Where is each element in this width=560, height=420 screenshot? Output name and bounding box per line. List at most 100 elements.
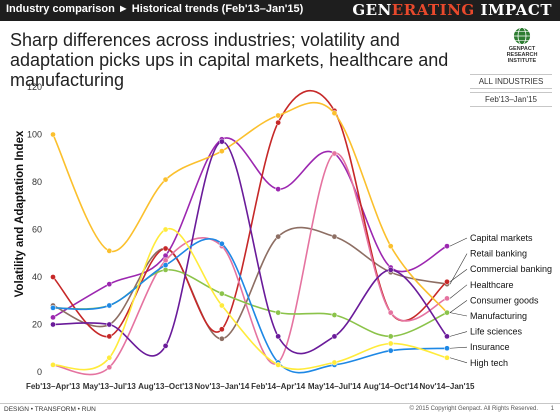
- brand-logo: GENERATING IMPACT: [352, 1, 552, 19]
- data-point-capital-markets: [50, 314, 56, 321]
- data-point-insurance: [219, 240, 225, 247]
- series-line-capital-markets: [52, 137, 448, 319]
- logo-line-3: INSTITUTE: [507, 58, 537, 64]
- data-point-consumer-goods: [219, 148, 225, 154]
- data-point-consumer-goods: [331, 110, 338, 116]
- page-number: 1: [550, 406, 554, 412]
- period-filter[interactable]: Feb'13–Jan'15: [470, 92, 552, 107]
- legend-label-commercial-banking: Commercial banking: [470, 264, 552, 274]
- legend-leader-capital-markets: [449, 237, 468, 247]
- y-tick-label: 20: [32, 320, 42, 330]
- data-point-insurance: [444, 345, 450, 352]
- data-point-consumer-goods: [106, 248, 113, 254]
- globe-icon: [513, 27, 531, 45]
- x-axis: Feb'13–Apr'13 May'13–Jul'13 Aug'13–Oct'13 N…: [26, 382, 475, 391]
- legend: Capital markets Retail banking Commercial …: [449, 233, 552, 368]
- data-point-insurance: [106, 302, 113, 309]
- data-point-high-tech: [219, 302, 225, 309]
- data-point-healthcare: [106, 364, 113, 371]
- data-point-life-sciences: [50, 321, 56, 328]
- footer-tagline: DESIGN • TRANSFORM • RUN: [4, 406, 96, 413]
- data-point-high-tech: [162, 226, 169, 233]
- logo-text: GENPACT RESEARCH INSTITUTE: [492, 46, 552, 64]
- data-point-manufacturing: [331, 312, 338, 318]
- data-point-commercial-banking: [275, 119, 281, 126]
- data-point-healthcare: [387, 309, 394, 316]
- logo-line-1: GENPACT: [508, 46, 536, 52]
- data-point-consumer-goods: [50, 131, 56, 138]
- data-point-insurance: [162, 262, 169, 268]
- legend-leader-life-sciences: [449, 331, 468, 337]
- data-point-high-tech: [106, 354, 113, 361]
- x-tick-label: Nov'14–Jan'15: [420, 382, 476, 391]
- data-point-retail-banking: [331, 233, 338, 240]
- data-point-healthcare: [162, 257, 169, 264]
- breadcrumb: Industry comparison ► Historical trends …: [6, 3, 304, 15]
- data-point-manufacturing: [444, 309, 450, 316]
- legend-label-insurance: Insurance: [470, 342, 510, 352]
- data-point-capital-markets: [444, 243, 450, 249]
- y-tick-label: 0: [37, 367, 42, 377]
- series-lines: [50, 89, 450, 376]
- data-point-consumer-goods: [162, 176, 169, 183]
- data-point-retail-banking: [219, 335, 225, 342]
- legend-label-retail-banking: Retail banking: [470, 249, 527, 259]
- y-tick-label: 60: [32, 225, 42, 235]
- data-point-manufacturing: [162, 267, 169, 273]
- legend-leader-manufacturing: [449, 312, 468, 317]
- data-point-high-tech: [331, 359, 338, 366]
- footer-divider: [0, 403, 560, 404]
- series-line-healthcare: [52, 152, 448, 376]
- series-line-life-sciences: [52, 140, 448, 357]
- x-tick-label: May'13–Jul'13: [83, 382, 137, 391]
- footer-copyright: © 2015 Copyright Genpact. All Rights Res…: [409, 406, 539, 412]
- data-point-healthcare: [331, 150, 338, 157]
- data-point-manufacturing: [387, 333, 394, 340]
- brand-text-part3: IMPACT: [474, 1, 552, 19]
- data-point-healthcare: [444, 295, 450, 302]
- y-tick-label: 120: [27, 82, 42, 92]
- data-point-consumer-goods: [387, 243, 394, 249]
- legend-label-manufacturing: Manufacturing: [470, 311, 527, 321]
- industry-filter[interactable]: ALL INDUSTRIES: [470, 74, 552, 89]
- x-tick-label: Aug'13–Oct'13: [138, 382, 193, 391]
- data-point-life-sciences: [162, 343, 169, 349]
- series-line-consumer-goods: [52, 101, 448, 314]
- brand-text-part1: GEN: [352, 1, 392, 19]
- data-point-manufacturing: [219, 290, 225, 297]
- logo-line-2: RESEARCH: [506, 52, 538, 58]
- legend-label-life-sciences: Life sciences: [470, 327, 523, 337]
- legend-leader-healthcare: [449, 284, 468, 299]
- y-axis: 0 20 40 60 80 100 120: [27, 82, 42, 377]
- series-line-insurance: [52, 237, 448, 374]
- y-tick-label: 40: [32, 272, 42, 282]
- legend-leader-retail-banking: [449, 253, 468, 285]
- x-tick-label: Feb'14–Apr'14: [251, 382, 306, 391]
- data-point-capital-markets: [106, 281, 113, 287]
- data-point-life-sciences: [106, 321, 113, 328]
- data-point-retail-banking: [275, 233, 281, 240]
- data-point-insurance: [387, 347, 394, 354]
- data-point-life-sciences: [387, 267, 394, 273]
- legend-leader-consumer-goods: [449, 300, 468, 313]
- data-point-life-sciences: [219, 138, 225, 145]
- legend-leader-commercial-banking: [449, 268, 468, 282]
- x-tick-label: Nov'13–Jan'14: [194, 382, 250, 391]
- data-point-commercial-banking: [50, 274, 56, 280]
- slide-headline: Sharp differences across industries; vol…: [10, 30, 449, 90]
- data-point-commercial-banking: [219, 326, 225, 333]
- series-line-high-tech: [52, 228, 448, 371]
- data-point-life-sciences: [275, 333, 281, 340]
- data-point-commercial-banking: [444, 278, 450, 285]
- legend-leader-high-tech: [449, 357, 468, 364]
- data-point-commercial-banking: [162, 245, 169, 252]
- legend-leader-insurance: [449, 346, 468, 349]
- data-point-insurance: [50, 305, 56, 311]
- data-point-high-tech: [387, 340, 394, 347]
- research-institute-logo: GENPACT RESEARCH INSTITUTE: [492, 26, 552, 66]
- data-point-manufacturing: [275, 309, 281, 316]
- data-point-high-tech: [275, 362, 281, 368]
- data-point-commercial-banking: [106, 333, 113, 340]
- top-bar: Industry comparison ► Historical trends …: [0, 0, 560, 21]
